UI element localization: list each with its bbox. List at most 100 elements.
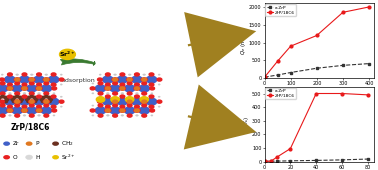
Circle shape [38, 83, 40, 84]
Text: adsorption: adsorption [61, 78, 95, 83]
Circle shape [98, 104, 103, 107]
Circle shape [51, 105, 56, 108]
Circle shape [121, 109, 125, 112]
Circle shape [23, 109, 28, 112]
Line: a-ZrP: a-ZrP [263, 158, 369, 163]
Circle shape [149, 73, 154, 76]
Circle shape [158, 84, 160, 85]
Circle shape [0, 82, 5, 85]
Circle shape [141, 100, 146, 103]
ZrP/18C6 [276, 60, 280, 62]
Circle shape [60, 74, 62, 75]
Circle shape [60, 84, 62, 85]
Circle shape [129, 74, 131, 75]
Circle shape [99, 74, 101, 75]
Circle shape [12, 100, 16, 103]
Text: H: H [35, 155, 39, 160]
Circle shape [45, 96, 48, 98]
Circle shape [0, 92, 5, 95]
Circle shape [106, 87, 111, 90]
Circle shape [1, 74, 3, 75]
Circle shape [151, 83, 153, 84]
Legend: a-ZrP, ZrP/18C6: a-ZrP, ZrP/18C6 [265, 88, 296, 99]
Circle shape [26, 85, 37, 92]
Circle shape [9, 105, 11, 106]
Circle shape [19, 96, 22, 99]
Circle shape [142, 82, 147, 85]
Circle shape [0, 78, 5, 81]
Circle shape [143, 100, 147, 103]
Circle shape [27, 96, 31, 99]
Circle shape [30, 106, 33, 107]
Circle shape [0, 96, 2, 99]
Circle shape [8, 87, 13, 90]
Circle shape [102, 76, 113, 83]
a-ZrP [262, 76, 267, 78]
Circle shape [8, 109, 12, 112]
Circle shape [30, 78, 35, 81]
Text: $\mathregular{Sr^{2+}}$: $\mathregular{Sr^{2+}}$ [59, 50, 76, 59]
Circle shape [113, 78, 118, 81]
Circle shape [36, 109, 41, 112]
Circle shape [29, 100, 34, 103]
Circle shape [52, 87, 57, 90]
Circle shape [43, 78, 48, 81]
Circle shape [129, 84, 131, 85]
ZrP/18C6 [341, 11, 345, 13]
Circle shape [23, 115, 25, 116]
Circle shape [144, 106, 146, 107]
Circle shape [43, 100, 48, 103]
Circle shape [16, 74, 18, 75]
Circle shape [92, 93, 94, 94]
Circle shape [135, 105, 138, 106]
Circle shape [44, 100, 49, 103]
Circle shape [52, 109, 57, 112]
Circle shape [106, 83, 108, 84]
Circle shape [98, 100, 102, 103]
Circle shape [0, 100, 5, 103]
Circle shape [117, 98, 128, 105]
Circle shape [105, 83, 110, 86]
Circle shape [52, 155, 59, 159]
Circle shape [135, 87, 140, 90]
Circle shape [26, 141, 33, 146]
Circle shape [44, 92, 49, 95]
Circle shape [113, 92, 118, 95]
Circle shape [17, 106, 19, 107]
Circle shape [149, 105, 154, 108]
Circle shape [151, 115, 153, 116]
Circle shape [139, 85, 149, 92]
Circle shape [37, 87, 42, 90]
Circle shape [158, 106, 160, 107]
ZrP/18C6 [262, 160, 267, 162]
Circle shape [4, 96, 8, 99]
Circle shape [19, 76, 30, 83]
Circle shape [5, 98, 9, 101]
Circle shape [157, 100, 162, 103]
Circle shape [45, 100, 50, 103]
Circle shape [134, 87, 139, 90]
Circle shape [120, 95, 125, 98]
Circle shape [17, 96, 19, 97]
Circle shape [146, 76, 157, 83]
X-axis label: $C_e$ (mg/L): $C_e$ (mg/L) [306, 88, 333, 97]
Circle shape [99, 106, 101, 107]
Circle shape [98, 82, 103, 85]
ZrP/18C6 [314, 92, 318, 95]
Circle shape [135, 83, 138, 84]
Circle shape [7, 109, 12, 112]
Circle shape [8, 93, 11, 94]
Circle shape [121, 115, 123, 116]
Circle shape [45, 96, 47, 97]
Circle shape [51, 83, 56, 86]
Circle shape [136, 115, 138, 116]
Circle shape [8, 87, 12, 90]
Text: O: O [12, 155, 17, 160]
Circle shape [128, 78, 133, 81]
Circle shape [22, 87, 27, 90]
Circle shape [144, 74, 146, 75]
Circle shape [33, 100, 37, 103]
Circle shape [122, 83, 124, 84]
Circle shape [113, 82, 118, 85]
Circle shape [0, 100, 2, 103]
